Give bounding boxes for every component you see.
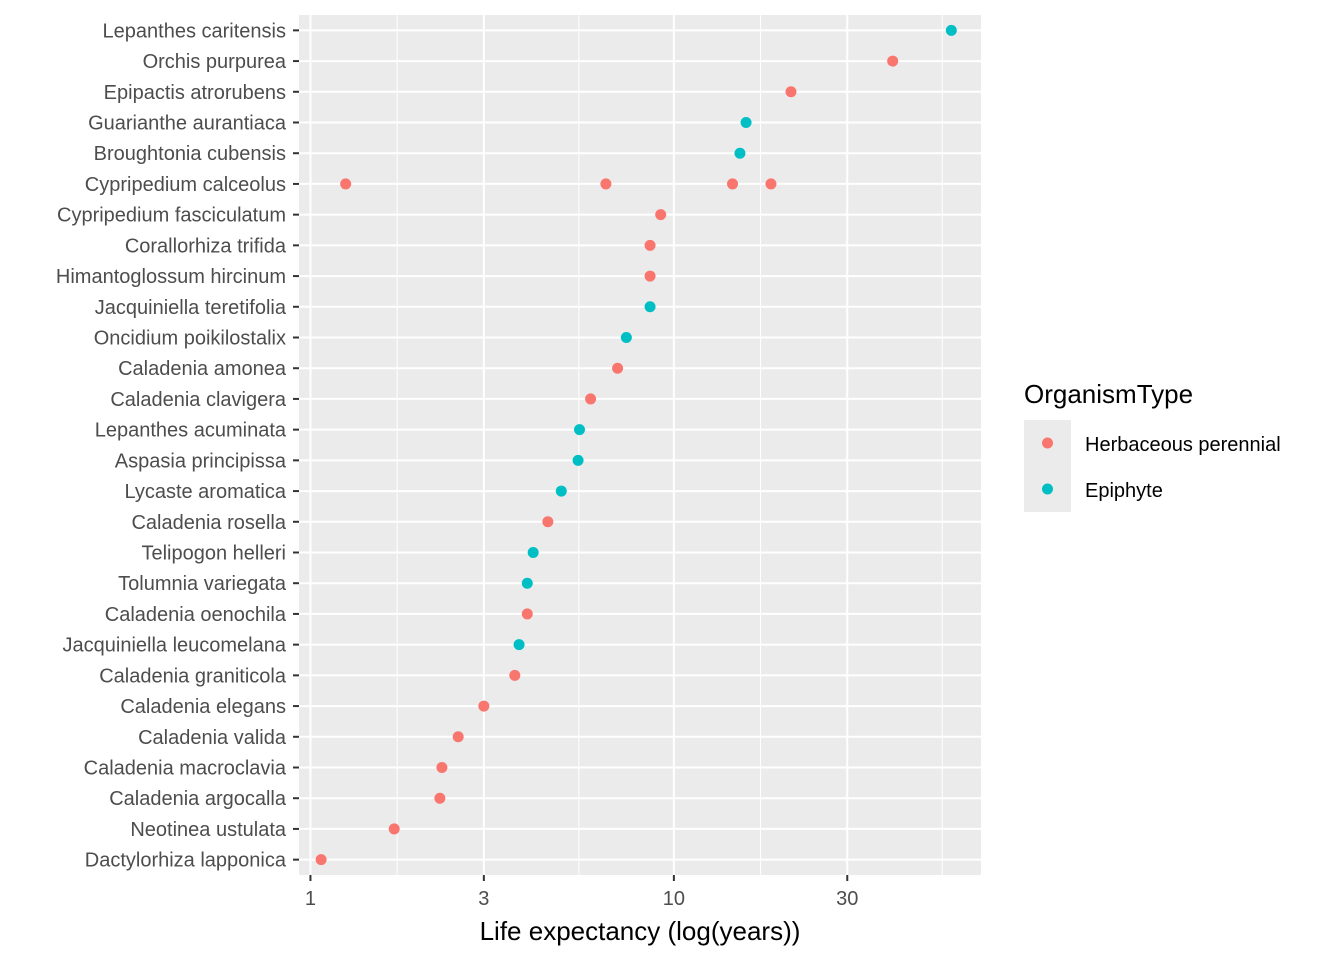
x-axis: 1 3 10 30	[305, 875, 858, 910]
data-point	[727, 178, 739, 190]
data-point	[527, 547, 539, 558]
y-tick-label: Tolumnia variegata	[118, 573, 287, 595]
y-tick-label: Lepanthes acuminata	[95, 420, 287, 442]
y-tick-label: Dactylorhiza lapponica	[85, 850, 287, 872]
data-point	[452, 731, 464, 743]
y-tick-label: Caladenia clavigera	[110, 389, 287, 411]
major-gridlines	[299, 15, 981, 875]
data-point	[478, 700, 490, 712]
data-point	[521, 608, 533, 620]
data-point	[655, 209, 667, 221]
data-point	[509, 669, 521, 681]
data-point	[945, 24, 957, 36]
y-tick-label: Caladenia macroclavia	[84, 758, 287, 780]
data-point	[434, 792, 446, 804]
data-point	[644, 239, 656, 251]
y-tick-label: Orchis purpurea	[143, 51, 287, 73]
data-point	[436, 762, 448, 773]
data-point	[600, 178, 612, 190]
y-tick-label: Caladenia rosella	[131, 512, 286, 534]
data-point	[734, 147, 746, 159]
data-point	[644, 270, 656, 282]
y-tick-label: Oncidium poikilostalix	[94, 328, 286, 350]
y-tick-label: Caladenia graniticola	[99, 665, 287, 687]
y-tick-label: Aspasia principissa	[115, 450, 287, 472]
legend-title: OrganismType	[1024, 379, 1193, 409]
data-point	[513, 639, 525, 651]
x-tick-label: 10	[663, 888, 685, 910]
data-point	[612, 362, 624, 374]
data-point	[340, 178, 352, 190]
y-tick-label: Corallorhiza trifida	[125, 235, 287, 257]
y-tick-label: Jacquiniella teretifolia	[95, 297, 287, 319]
data-point	[572, 454, 584, 466]
y-tick-label: Cypripedium calceolus	[85, 174, 286, 196]
x-tick-label: 3	[478, 888, 489, 910]
minor-gridlines	[396, 15, 943, 875]
data-point	[765, 178, 777, 190]
data-point	[542, 516, 554, 528]
data-point	[388, 823, 400, 835]
y-tick-label: Caladenia amonea	[118, 358, 287, 380]
x-tick-label: 30	[836, 888, 858, 910]
y-tick-label: Guarianthe aurantiaca	[88, 113, 287, 135]
legend-label-herbaceous: Herbaceous perennial	[1085, 434, 1281, 456]
legend-marker-epiphyte	[1042, 483, 1053, 495]
panel-background	[299, 15, 981, 875]
data-point	[521, 577, 533, 589]
y-tick-label: Himantoglossum hircinum	[56, 266, 286, 288]
x-axis-title: Life expectancy (log(years))	[480, 916, 801, 946]
y-tick-label: Neotinea ustulata	[130, 819, 287, 841]
y-tick-label: Cypripedium fasciculatum	[57, 205, 286, 227]
y-tick-label: Caladenia valida	[138, 727, 287, 749]
y-tick-label: Caladenia oenochila	[105, 604, 287, 626]
data-point	[644, 301, 656, 313]
data-point	[887, 55, 899, 67]
y-tick-label: Lycaste aromatica	[124, 481, 286, 503]
legend-marker-herbaceous	[1042, 437, 1053, 449]
data-point	[555, 485, 567, 497]
data-point	[585, 393, 597, 405]
legend: OrganismType Herbaceous perennial Epiphy…	[1024, 379, 1281, 512]
data-point	[620, 332, 632, 343]
x-tick-label: 1	[305, 888, 316, 910]
y-tick-label: Caladenia argocalla	[109, 788, 287, 810]
data-points	[315, 24, 957, 866]
y-tick-label: Epipactis atrorubens	[104, 82, 286, 104]
data-point	[315, 854, 327, 866]
legend-label-epiphyte: Epiphyte	[1085, 480, 1163, 502]
y-tick-label: Lepanthes caritensis	[103, 20, 286, 42]
data-point	[574, 424, 586, 436]
y-tick-label: Broughtonia cubensis	[94, 143, 286, 165]
y-tick-label: Telipogon helleri	[141, 543, 286, 565]
y-tick-label: Caladenia elegans	[120, 696, 286, 718]
y-tick-label: Jacquiniella leucomelana	[63, 635, 287, 657]
data-point	[740, 117, 752, 128]
y-axis: Lepanthes caritensis Orchis purpurea Epipa…	[56, 20, 299, 872]
data-point	[785, 86, 797, 98]
